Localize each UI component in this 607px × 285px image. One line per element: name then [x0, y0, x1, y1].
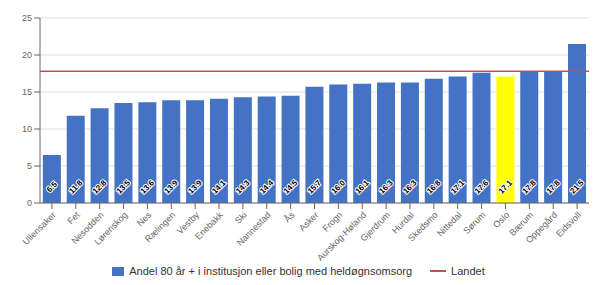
svg-text:14.4: 14.4 — [258, 178, 276, 196]
svg-text:Gjerdrum: Gjerdrum — [358, 210, 392, 244]
svg-text:Oppegård: Oppegård — [524, 210, 559, 245]
svg-text:Ullensaker: Ullensaker — [21, 210, 58, 247]
svg-text:Bærum: Bærum — [507, 209, 536, 238]
svg-text:13.5: 13.5 — [115, 178, 133, 196]
svg-text:17.1: 17.1 — [449, 178, 467, 196]
svg-text:17.1: 17.1 — [497, 178, 515, 196]
svg-text:14.1: 14.1 — [210, 178, 228, 196]
svg-text:Aurskog-Høland: Aurskog-Høland — [315, 209, 369, 263]
html-text:Landet: Landet — [451, 265, 485, 277]
svg-text:15.7: 15.7 — [306, 178, 324, 196]
svg-text:20: 20 — [22, 50, 32, 60]
svg-text:6.5: 6.5 — [45, 179, 60, 194]
svg-text:Lørenskog: Lørenskog — [92, 210, 129, 247]
svg-text:Rælingen: Rælingen — [143, 210, 177, 244]
svg-text:11.8: 11.8 — [67, 178, 84, 195]
svg-text:13.6: 13.6 — [139, 178, 157, 196]
svg-text:15: 15 — [22, 87, 32, 97]
svg-text:10: 10 — [22, 124, 32, 134]
svg-text:25: 25 — [22, 13, 32, 23]
svg-text:17.6: 17.6 — [473, 178, 491, 196]
svg-text:5: 5 — [27, 161, 32, 171]
svg-text:Fet: Fet — [65, 210, 82, 227]
svg-text:16.3: 16.3 — [377, 178, 395, 196]
svg-text:Hurdal: Hurdal — [390, 209, 416, 236]
svg-text:16.3: 16.3 — [401, 178, 419, 196]
svg-text:Skedsmo: Skedsmo — [406, 210, 440, 244]
svg-text:0: 0 — [27, 198, 32, 208]
svg-text:14.3: 14.3 — [234, 178, 252, 196]
svg-text:Nes: Nes — [135, 210, 154, 229]
svg-text:Nannestad: Nannestad — [235, 210, 273, 248]
svg-text:Nesodden: Nesodden — [69, 209, 106, 246]
svg-text:17.8: 17.8 — [544, 178, 562, 196]
svg-text:Sørum: Sørum — [461, 210, 487, 236]
svg-text:Ås: Ås — [282, 210, 297, 225]
svg-text:16.8: 16.8 — [425, 178, 443, 196]
svg-text:Frogn: Frogn — [320, 209, 345, 234]
svg-text:13.9: 13.9 — [163, 178, 181, 196]
svg-text:16.1: 16.1 — [353, 178, 371, 196]
svg-text:Eidsvoll: Eidsvoll — [554, 210, 583, 239]
svg-text:Vestby: Vestby — [174, 209, 202, 236]
html-text:Andel 80 år + i institusjon el: Andel 80 år + i institusjon eller bolig … — [129, 265, 413, 277]
svg-text:21.5: 21.5 — [568, 178, 586, 196]
svg-text:Oslo: Oslo — [491, 210, 511, 230]
svg-text:17.8: 17.8 — [521, 178, 539, 196]
svg-text:Nittedal: Nittedal — [435, 210, 464, 239]
svg-text:Ski: Ski — [233, 210, 249, 226]
svg-text:13.9: 13.9 — [186, 178, 204, 196]
svg-text:Enebakk: Enebakk — [193, 210, 225, 242]
svg-text:14.5: 14.5 — [282, 178, 300, 196]
svg-text:Asker: Asker — [297, 210, 320, 233]
svg-text:16.0: 16.0 — [330, 178, 348, 196]
svg-text:12.8: 12.8 — [91, 178, 109, 196]
